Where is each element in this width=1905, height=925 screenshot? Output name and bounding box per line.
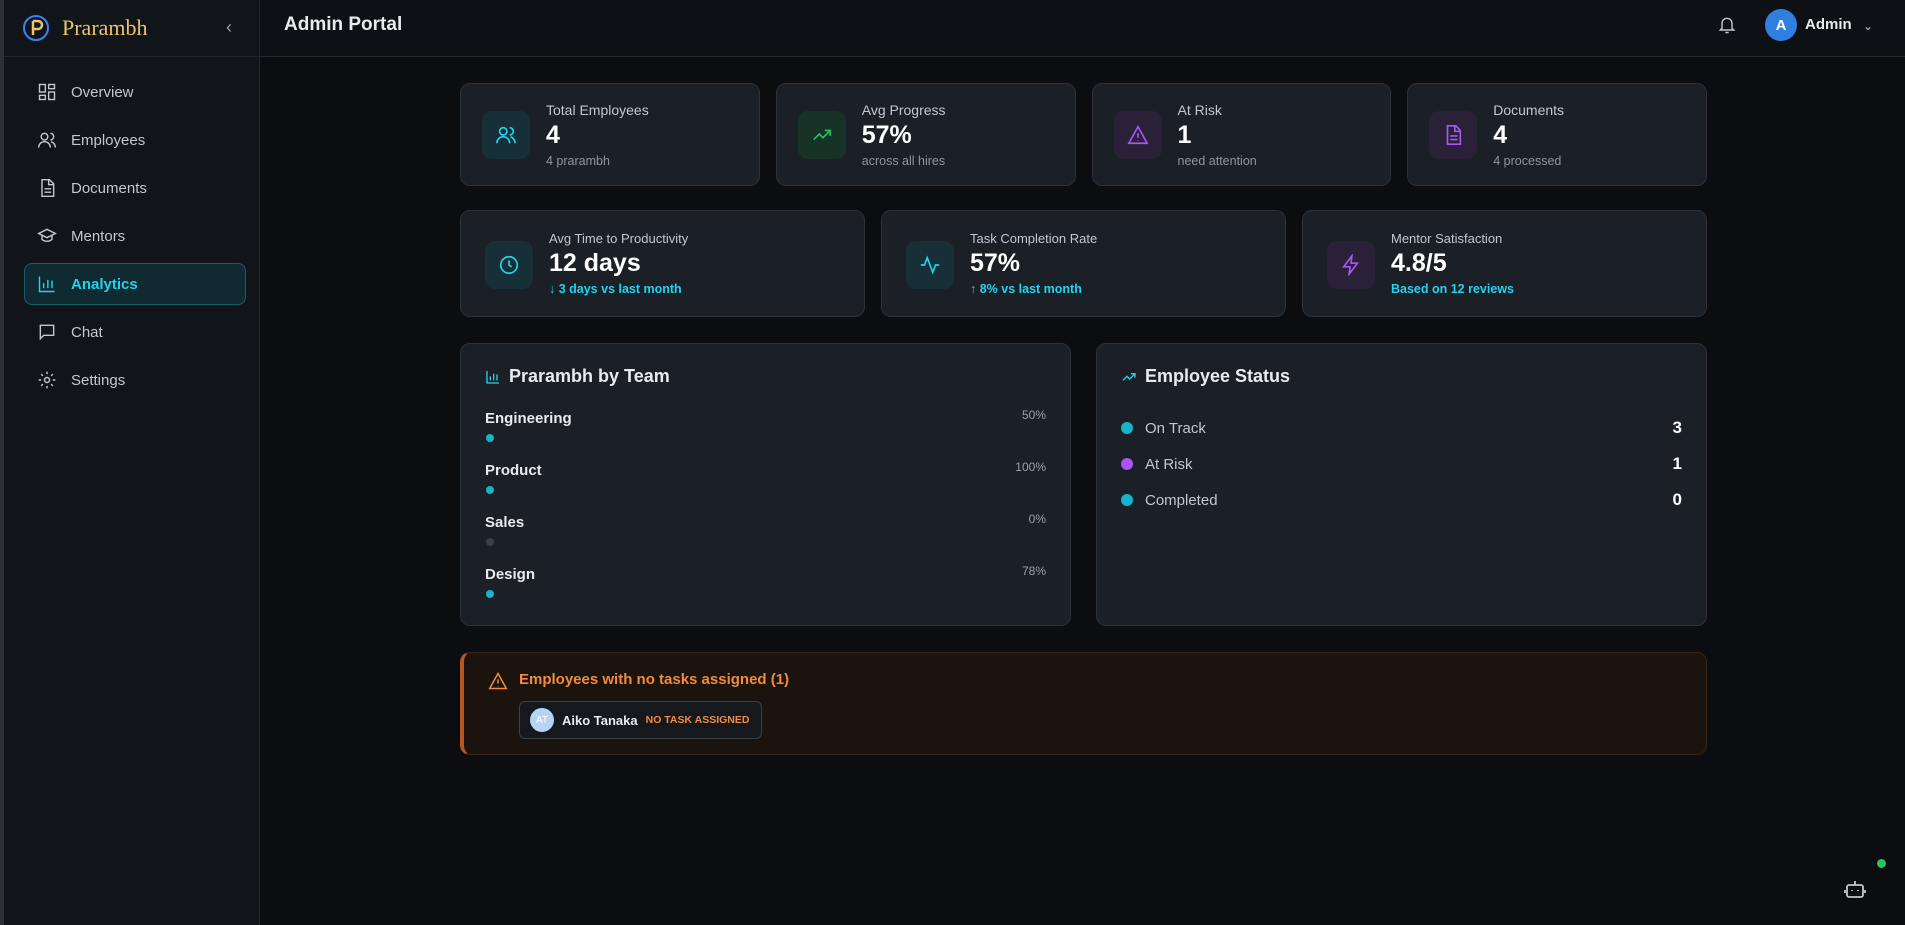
header: Admin Portal A Admin ⌄ bbox=[260, 0, 1905, 57]
nav-item[interactable]: Chat bbox=[24, 308, 246, 356]
team-percent: 50% bbox=[1021, 408, 1046, 422]
notifications[interactable] bbox=[1717, 15, 1737, 35]
metric-label: Task Completion Rate bbox=[970, 231, 1098, 246]
stat-note: need attention bbox=[1177, 154, 1257, 168]
status-row: At Risk 1 bbox=[1121, 446, 1682, 482]
alert-title: Employees with no tasks assigned (1) bbox=[519, 671, 790, 688]
stat-note: 4 processed bbox=[1493, 154, 1562, 168]
collapse-button[interactable]: ‹ bbox=[226, 17, 232, 37]
metric-card: Task Completion Rate 57% ↑ 8% vs last mont… bbox=[881, 210, 1286, 317]
nav-item[interactable]: Documents bbox=[24, 164, 246, 212]
team-row: Design 78% bbox=[485, 564, 1046, 618]
team-percent: 78% bbox=[1021, 564, 1046, 578]
panel-row: Prarambh by Team Engineering 50% Product 1… bbox=[460, 343, 1707, 626]
panel-title: Prarambh by Team bbox=[509, 366, 670, 386]
stat-label: At Risk bbox=[1177, 102, 1222, 118]
stat-card: Documents 4 4 processed bbox=[1407, 83, 1707, 186]
stat-note: 4 prarambh bbox=[546, 154, 610, 168]
page-title: Admin Portal bbox=[284, 14, 403, 35]
nav-label: Settings bbox=[71, 371, 126, 389]
nav-item[interactable]: Overview bbox=[24, 68, 246, 116]
stat-value: 4 bbox=[1493, 121, 1508, 149]
stat-value: 1 bbox=[1177, 121, 1192, 149]
status-row: On Track 3 bbox=[1121, 410, 1682, 446]
brand-name: Prarambh bbox=[62, 15, 148, 40]
nav-item[interactable]: Employees bbox=[24, 116, 246, 164]
status-count: 0 bbox=[1672, 490, 1682, 509]
status-row: Completed 0 bbox=[1121, 482, 1682, 518]
stat-label: Avg Progress bbox=[861, 102, 946, 118]
metric-row: Avg Time to Productivity 12 days ↓ 3 days … bbox=[460, 210, 1707, 317]
stat-card: At Risk 1 need attention bbox=[1091, 83, 1392, 186]
status-panel: Employee Status On Track 3 At Risk 1 Compl… bbox=[1096, 343, 1707, 626]
team-row: Product 100% bbox=[485, 460, 1046, 514]
chat-bot[interactable] bbox=[1843, 877, 1867, 901]
nav-label: Employees bbox=[71, 131, 146, 149]
alert: Employees with no tasks assigned (1) AT … bbox=[460, 652, 1707, 755]
status-count: 1 bbox=[1672, 454, 1682, 473]
nav-item[interactable]: Mentors bbox=[24, 212, 246, 260]
metric-value: 57% bbox=[970, 249, 1021, 277]
metric-value: 12 days bbox=[549, 249, 641, 277]
employee-chip[interactable]: AT Aiko Tanaka NO TASK ASSIGNED bbox=[519, 701, 763, 739]
nav-label: Chat bbox=[71, 323, 103, 341]
team-row: Sales 0% bbox=[485, 512, 1046, 566]
team-name: Design bbox=[485, 566, 536, 583]
metric-label: Avg Time to Productivity bbox=[549, 231, 689, 246]
metric-label: Mentor Satisfaction bbox=[1391, 231, 1503, 246]
team-name: Product bbox=[485, 462, 542, 479]
avatar[interactable]: A bbox=[1765, 9, 1797, 41]
stat-label: Total Employees bbox=[546, 102, 649, 118]
panel-title: Employee Status bbox=[1145, 366, 1291, 386]
team-percent: 0% bbox=[1028, 512, 1046, 526]
metric-value: 4.8/5 bbox=[1391, 249, 1447, 277]
team-name: Engineering bbox=[485, 410, 572, 427]
stat-note: across all hires bbox=[861, 154, 946, 168]
stat-row: Total Employees 4 4 prarambh Avg Progress 5… bbox=[460, 83, 1707, 186]
status-name: Completed bbox=[1145, 491, 1218, 509]
logo bbox=[23, 15, 49, 41]
nav-label: Documents bbox=[71, 179, 147, 197]
stat-card: Avg Progress 57% across all hires bbox=[775, 83, 1076, 186]
employee-name: Aiko Tanaka bbox=[562, 712, 638, 728]
sidebar: Prarambh ‹ Overview Employees Documents … bbox=[0, 0, 260, 925]
status-count: 3 bbox=[1672, 418, 1682, 437]
stat-card: Total Employees 4 4 prarambh bbox=[460, 83, 760, 186]
nav: Overview Employees Documents Mentors Ana… bbox=[24, 68, 246, 404]
employee-initials: AT bbox=[530, 708, 554, 732]
stat-label: Documents bbox=[1493, 102, 1565, 118]
stat-value: 57% bbox=[861, 121, 912, 149]
status-name: At Risk bbox=[1145, 455, 1193, 473]
team-percent: 100% bbox=[1015, 460, 1046, 474]
employee-tag: NO TASK ASSIGNED bbox=[645, 714, 750, 726]
team-panel: Prarambh by Team Engineering 50% Product 1… bbox=[460, 343, 1071, 626]
team-row: Engineering 50% bbox=[485, 408, 1046, 462]
metric-note: ↓ 3 days vs last month bbox=[549, 282, 682, 296]
nav-label: Overview bbox=[71, 83, 134, 101]
online-indicator bbox=[1875, 857, 1888, 870]
main: Total Employees 4 4 prarambh Avg Progress 5… bbox=[460, 83, 1707, 755]
nav-item-active[interactable]: Analytics bbox=[24, 263, 246, 305]
metric-note: Based on 12 reviews bbox=[1391, 282, 1514, 296]
nav-label: Mentors bbox=[71, 227, 126, 245]
nav-label: Analytics bbox=[71, 275, 138, 293]
user-name[interactable]: Admin bbox=[1805, 16, 1852, 33]
warning-icon bbox=[488, 671, 508, 690]
metric-card: Mentor Satisfaction 4.8/5 Based on 12 revi… bbox=[1302, 210, 1707, 317]
stat-value: 4 bbox=[546, 121, 560, 149]
user-menu[interactable]: ⌄ bbox=[1863, 19, 1874, 33]
brand: Prarambh bbox=[4, 0, 259, 57]
status-name: On Track bbox=[1145, 419, 1206, 437]
nav-item[interactable]: Settings bbox=[24, 356, 246, 404]
metric-note: ↑ 8% vs last month bbox=[970, 282, 1082, 296]
team-name: Sales bbox=[485, 514, 525, 531]
metric-card: Avg Time to Productivity 12 days ↓ 3 days … bbox=[460, 210, 865, 317]
